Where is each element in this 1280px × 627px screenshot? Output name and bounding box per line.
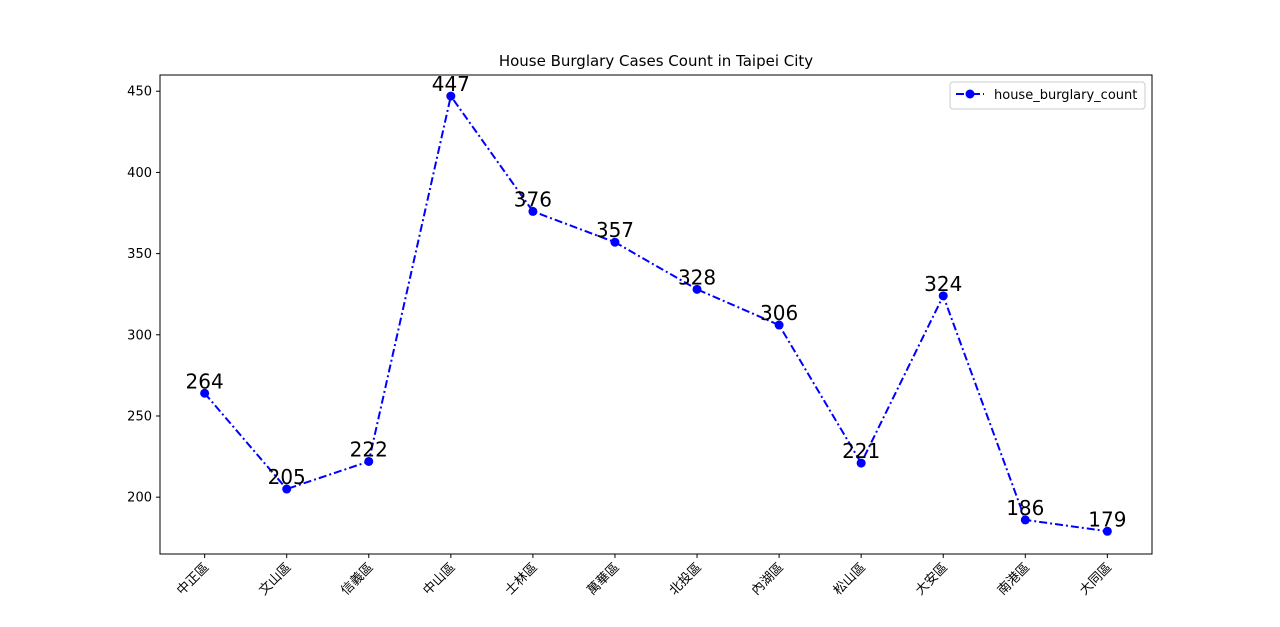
data-point: [1020, 515, 1030, 525]
data-point: [364, 456, 374, 466]
data-label: 357: [596, 218, 634, 242]
y-tick-label: 400: [127, 166, 152, 181]
x-axis: 中正區 文山區 信義區 中山區 士林區 萬華區 北投區 內湖區 松山區 大安區 南港區 大同區: [174, 554, 1115, 598]
y-tick-label: 450: [127, 85, 152, 100]
data-point: [938, 291, 948, 301]
data-label: 376: [514, 187, 552, 211]
x-tick-label: 文山區: [256, 560, 294, 598]
x-tick-label: 中正區: [174, 560, 212, 598]
y-tick-label: 200: [127, 491, 152, 506]
x-tick-label: 士林區: [503, 560, 541, 598]
plot-frame: [159, 74, 1153, 555]
y-tick-label: 300: [127, 328, 152, 343]
data-point: [1102, 526, 1112, 536]
series-layer: [200, 91, 1112, 536]
data-label: 179: [1088, 507, 1126, 531]
data-label: 306: [760, 301, 798, 325]
data-label: 324: [924, 272, 962, 296]
data-point: [446, 91, 456, 101]
data-point: [856, 458, 866, 468]
legend-box: [949, 81, 1146, 110]
data-label: 221: [842, 439, 880, 463]
data-point: [774, 320, 784, 330]
y-tick-label: 250: [127, 409, 152, 424]
x-tick-label: 北投區: [666, 560, 705, 599]
x-tick-label: 松山區: [831, 560, 869, 598]
x-tick-label: 萬華區: [585, 560, 623, 598]
data-label: 264: [186, 369, 224, 393]
series-line: [203, 93, 1108, 533]
x-tick-label: 內湖區: [749, 560, 787, 598]
data-point: [692, 284, 702, 294]
y-axis: 200 250 300 350 400 450: [127, 85, 160, 506]
data-label: 222: [350, 437, 388, 461]
data-label: 328: [678, 265, 716, 289]
legend: house_burglary_count: [949, 81, 1146, 110]
data-point: [282, 484, 292, 494]
data-labels: 264 205 222 447 376 357 328 306 221 324 186 179: [186, 72, 1127, 531]
data-point: [528, 206, 538, 216]
x-tick-label: 大同區: [1077, 560, 1115, 598]
y-tick-label: 350: [127, 247, 152, 262]
data-label: 205: [268, 465, 306, 489]
legend-marker-sample: [965, 89, 975, 99]
data-label: 186: [1006, 496, 1044, 520]
x-tick-label: 南港區: [994, 560, 1033, 599]
x-tick-label: 大安區: [913, 560, 951, 598]
x-tick-label: 信義區: [338, 560, 377, 599]
data-point: [200, 388, 210, 398]
data-point: [610, 237, 620, 247]
x-tick-label: 中山區: [420, 560, 458, 598]
legend-label: house_burglary_count: [994, 88, 1137, 103]
data-label: 447: [432, 72, 470, 96]
chart-title: House Burglary Cases Count in Taipei Cit…: [499, 52, 813, 70]
